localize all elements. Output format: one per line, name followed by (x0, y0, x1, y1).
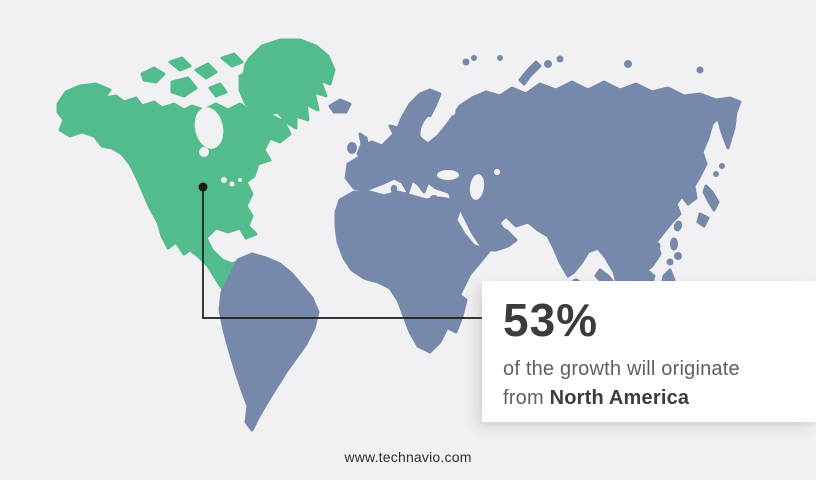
land-arctic-islands (140, 52, 266, 114)
island-sardinia (390, 184, 398, 194)
location-marker-dot (198, 182, 208, 192)
island-philippines-2 (674, 252, 682, 260)
island-taiwan (673, 220, 683, 232)
water-baltic-sea (420, 116, 432, 138)
water-aral-sea (494, 169, 500, 175)
region-north-america (56, 38, 336, 314)
land-south-america (218, 252, 320, 432)
water-hudson-bay (194, 107, 224, 149)
water-great-lakes-3 (238, 178, 242, 182)
island-kuril-2 (719, 163, 725, 169)
land-north-america-mainland (56, 82, 292, 314)
water-caspian-sea (469, 174, 485, 200)
island-severnaya-zemlya-2 (556, 55, 564, 63)
island-sakhalin (690, 140, 704, 168)
island-crete (430, 195, 438, 201)
island-svalbard-2 (471, 55, 477, 61)
island-sicily (402, 192, 410, 200)
island-kuril (713, 171, 719, 177)
water-great-lakes-2 (229, 181, 235, 187)
island-great-britain (356, 132, 370, 160)
stat-description-line2-prefix: from (503, 386, 550, 409)
stat-description: of the growth will originate from North … (503, 355, 798, 413)
island-cyprus (449, 193, 455, 199)
island-philippines-3 (666, 258, 674, 266)
water-black-sea (437, 170, 459, 180)
footer-url: www.technavio.com (344, 449, 472, 465)
island-japan-honshu (702, 184, 720, 212)
island-japan-kyushu (696, 212, 710, 228)
stat-value: 53% (503, 294, 599, 346)
stat-description-line1: of the growth will originate (503, 357, 740, 380)
island-franz-josef (497, 55, 503, 61)
region-rest-of-world (218, 55, 742, 432)
island-novaya-zemlya (518, 60, 542, 86)
island-severnaya-zemlya (544, 60, 552, 68)
island-svalbard (462, 58, 470, 66)
island-philippines-luzon (670, 237, 678, 251)
island-new-siberian (624, 60, 632, 68)
inland-water (179, 107, 513, 263)
callout-card: 53% of the growth will originate from No… (482, 281, 816, 422)
island-iceland (328, 98, 352, 114)
leader-line (202, 187, 482, 319)
stat-region-name: North America (549, 386, 690, 409)
water-james-bay (199, 147, 209, 157)
island-wrangel (696, 66, 704, 74)
water-persian-gulf (501, 221, 513, 231)
island-ireland (347, 142, 357, 154)
water-white-sea (448, 108, 456, 116)
water-great-lakes-1 (221, 177, 227, 183)
island-madagascar (446, 292, 468, 334)
island-hainan (651, 241, 661, 251)
